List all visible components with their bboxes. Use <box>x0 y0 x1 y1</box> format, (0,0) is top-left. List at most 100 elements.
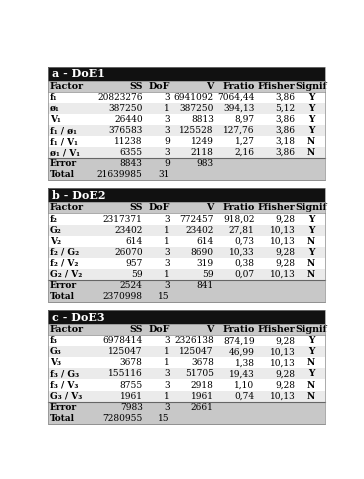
Text: 1: 1 <box>164 347 170 356</box>
Bar <box>48 413 325 424</box>
Bar <box>48 335 325 346</box>
Text: Total: Total <box>50 292 75 301</box>
Text: Y: Y <box>308 93 314 102</box>
Text: V₂: V₂ <box>50 237 61 246</box>
Text: 387250: 387250 <box>179 104 214 113</box>
Text: Fratio: Fratio <box>222 82 254 91</box>
Text: f₁: f₁ <box>50 93 58 102</box>
Text: V: V <box>206 204 214 213</box>
Text: 1,38: 1,38 <box>234 358 254 367</box>
Text: G₂ / V₂: G₂ / V₂ <box>50 270 82 279</box>
Text: 7983: 7983 <box>120 403 143 411</box>
Text: Total: Total <box>50 414 75 422</box>
Text: 772457: 772457 <box>179 215 214 224</box>
Text: 11238: 11238 <box>114 137 143 146</box>
Text: 614: 614 <box>197 237 214 246</box>
Text: V: V <box>206 82 214 91</box>
Text: 2,16: 2,16 <box>234 148 254 157</box>
Text: 6941092: 6941092 <box>174 93 214 102</box>
Text: f₁ / ø₁: f₁ / ø₁ <box>50 126 77 135</box>
Text: 3: 3 <box>164 115 170 124</box>
Bar <box>48 368 325 379</box>
Text: N: N <box>307 148 315 157</box>
Bar <box>48 401 325 413</box>
Text: SS: SS <box>129 325 143 334</box>
Bar <box>48 214 325 225</box>
Bar <box>48 346 325 357</box>
Text: 9,28: 9,28 <box>275 215 295 224</box>
Text: Signif: Signif <box>295 204 327 213</box>
Text: c - DoE3: c - DoE3 <box>52 312 104 323</box>
Text: 3,86: 3,86 <box>275 115 295 124</box>
Bar <box>48 269 325 280</box>
Bar <box>48 92 325 103</box>
Text: 1,10: 1,10 <box>234 380 254 389</box>
Text: 319: 319 <box>197 259 214 268</box>
Text: 1: 1 <box>164 391 170 400</box>
Text: 23402: 23402 <box>185 226 214 235</box>
Text: Total: Total <box>50 170 75 179</box>
Text: 2370998: 2370998 <box>103 292 143 301</box>
Text: 394,13: 394,13 <box>223 104 254 113</box>
Text: DoF: DoF <box>149 204 170 213</box>
Text: 7280955: 7280955 <box>102 414 143 422</box>
Bar <box>48 324 325 335</box>
Text: 2918: 2918 <box>191 380 214 389</box>
Text: 3678: 3678 <box>191 358 214 367</box>
Text: 918,02: 918,02 <box>223 215 254 224</box>
Text: N: N <box>307 358 315 367</box>
Text: 9: 9 <box>164 159 170 168</box>
Bar <box>48 188 325 203</box>
Text: 10,13: 10,13 <box>270 226 295 235</box>
Text: 3: 3 <box>164 336 170 345</box>
Bar <box>48 225 325 236</box>
Text: 2661: 2661 <box>191 403 214 411</box>
Text: 10,13: 10,13 <box>270 270 295 279</box>
Text: 8690: 8690 <box>191 248 214 257</box>
Text: 2118: 2118 <box>191 148 214 157</box>
Text: b - DoE2: b - DoE2 <box>52 190 105 201</box>
Bar <box>48 258 325 269</box>
Text: 10,13: 10,13 <box>270 391 295 400</box>
Text: 21639985: 21639985 <box>97 170 143 179</box>
Bar <box>48 147 325 158</box>
Text: 2317371: 2317371 <box>103 215 143 224</box>
Text: 31: 31 <box>159 170 170 179</box>
Text: 9,28: 9,28 <box>275 369 295 378</box>
Text: 3: 3 <box>164 369 170 378</box>
Bar <box>48 81 325 92</box>
Text: Error: Error <box>50 403 77 411</box>
Text: 3: 3 <box>164 248 170 257</box>
Text: 3,86: 3,86 <box>275 126 295 135</box>
Text: 0,73: 0,73 <box>234 237 254 246</box>
Text: 9,28: 9,28 <box>275 380 295 389</box>
Text: V: V <box>206 325 214 334</box>
Bar <box>48 203 325 214</box>
Text: 1: 1 <box>164 237 170 246</box>
Text: 59: 59 <box>202 270 214 279</box>
Text: 6355: 6355 <box>120 148 143 157</box>
Bar <box>48 136 325 147</box>
Text: 20823276: 20823276 <box>97 93 143 102</box>
Bar <box>48 67 325 81</box>
Text: 1: 1 <box>164 226 170 235</box>
Bar <box>48 114 325 125</box>
Text: f₁ / V₁: f₁ / V₁ <box>50 137 78 146</box>
Bar <box>48 280 325 291</box>
Text: 51705: 51705 <box>185 369 214 378</box>
Text: ø₁: ø₁ <box>50 104 60 113</box>
Text: Factor: Factor <box>50 82 84 91</box>
Text: 3: 3 <box>164 281 170 290</box>
Text: Y: Y <box>308 226 314 235</box>
Text: V₁: V₁ <box>50 115 61 124</box>
Text: 387250: 387250 <box>108 104 143 113</box>
Text: 2524: 2524 <box>120 281 143 290</box>
Text: Error: Error <box>50 159 77 168</box>
Text: N: N <box>307 391 315 400</box>
Bar <box>48 158 325 169</box>
Text: 9,28: 9,28 <box>275 259 295 268</box>
Text: 0,38: 0,38 <box>234 259 254 268</box>
Text: 127,76: 127,76 <box>223 126 254 135</box>
Text: 10,13: 10,13 <box>270 358 295 367</box>
Text: Error: Error <box>50 281 77 290</box>
